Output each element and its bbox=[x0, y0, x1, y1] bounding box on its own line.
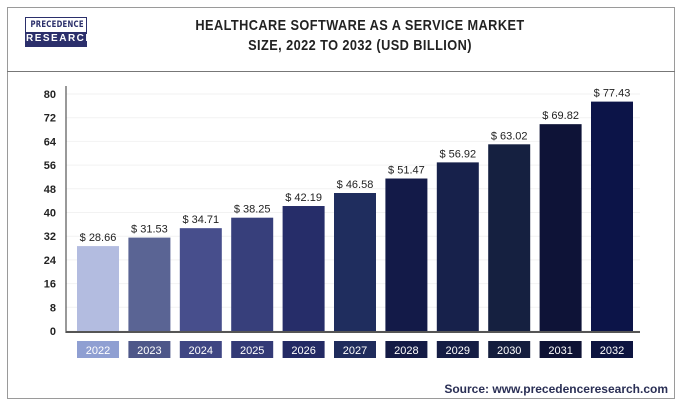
chart-title: HEALTHCARE SOFTWARE AS A SERVICE MARKET … bbox=[190, 16, 530, 56]
bar bbox=[179, 228, 222, 331]
y-tick-label: 48 bbox=[44, 184, 56, 196]
data-label: $ 31.53 bbox=[131, 224, 168, 236]
x-label-box bbox=[334, 341, 376, 358]
chart-frame bbox=[7, 7, 675, 399]
y-tick-label: 40 bbox=[44, 208, 56, 220]
data-label: $ 28.66 bbox=[80, 232, 117, 244]
bar bbox=[539, 124, 582, 331]
bar bbox=[488, 144, 531, 331]
x-tick-label: 2032 bbox=[600, 345, 624, 357]
header-divider bbox=[7, 71, 675, 72]
bar bbox=[591, 101, 633, 332]
x-tick-label: 2026 bbox=[291, 345, 315, 357]
title-line2: SIZE, 2022 TO 2032 (USD BILLION) bbox=[248, 37, 472, 54]
y-tick-label: 0 bbox=[50, 326, 56, 338]
x-label-box bbox=[436, 341, 479, 358]
x-tick-label: 2027 bbox=[343, 345, 367, 357]
data-label: $ 63.02 bbox=[491, 130, 528, 142]
title-line1: HEALTHCARE SOFTWARE AS A SERVICE MARKET bbox=[195, 17, 525, 34]
bar bbox=[77, 246, 119, 331]
x-label-box bbox=[282, 341, 325, 358]
x-tick-label: 2024 bbox=[189, 345, 213, 357]
source-note: Source: www.precedenceresearch.com bbox=[444, 382, 668, 396]
x-label-box bbox=[77, 341, 119, 358]
x-tick-label: 2031 bbox=[548, 345, 572, 357]
y-tick-label: 32 bbox=[44, 231, 56, 243]
brand-logo: PRECEDENCE RESEARCH bbox=[25, 17, 95, 47]
data-label: $ 51.47 bbox=[388, 165, 425, 177]
data-label: $ 56.92 bbox=[439, 148, 476, 160]
x-label-box bbox=[231, 341, 274, 358]
data-label: $ 34.71 bbox=[182, 214, 219, 226]
bar bbox=[231, 217, 274, 331]
logo-line1: PRECEDENCE bbox=[30, 18, 84, 32]
x-label-box bbox=[385, 341, 428, 358]
x-label-box bbox=[539, 341, 582, 358]
y-tick-label: 8 bbox=[50, 302, 56, 314]
y-tick-label: 24 bbox=[44, 255, 57, 267]
x-tick-label: 2023 bbox=[137, 345, 161, 357]
bar bbox=[282, 206, 325, 331]
x-tick-label: 2030 bbox=[497, 345, 521, 357]
y-tick-label: 80 bbox=[44, 89, 56, 101]
y-tick-label: 16 bbox=[44, 279, 56, 291]
data-label: $ 77.43 bbox=[594, 88, 631, 100]
data-label: $ 46.58 bbox=[337, 179, 374, 191]
y-tick-label: 64 bbox=[44, 136, 57, 148]
x-label-box bbox=[488, 341, 531, 358]
data-label: $ 42.19 bbox=[285, 192, 322, 204]
x-tick-label: 2025 bbox=[240, 345, 264, 357]
bar bbox=[436, 162, 479, 331]
y-tick-label: 72 bbox=[44, 113, 56, 125]
x-tick-label: 2028 bbox=[394, 345, 418, 357]
bar bbox=[334, 193, 376, 331]
logo-line2: RESEARCH bbox=[26, 32, 95, 46]
x-tick-label: 2029 bbox=[446, 345, 470, 357]
data-label: $ 38.25 bbox=[234, 204, 271, 216]
x-label-box bbox=[128, 341, 171, 358]
x-label-box bbox=[591, 341, 633, 358]
bar bbox=[128, 237, 171, 331]
data-label: $ 69.82 bbox=[542, 110, 579, 122]
bar bbox=[385, 178, 428, 331]
x-label-box bbox=[179, 341, 222, 358]
y-tick-label: 56 bbox=[44, 160, 56, 172]
x-tick-label: 2022 bbox=[86, 345, 110, 357]
